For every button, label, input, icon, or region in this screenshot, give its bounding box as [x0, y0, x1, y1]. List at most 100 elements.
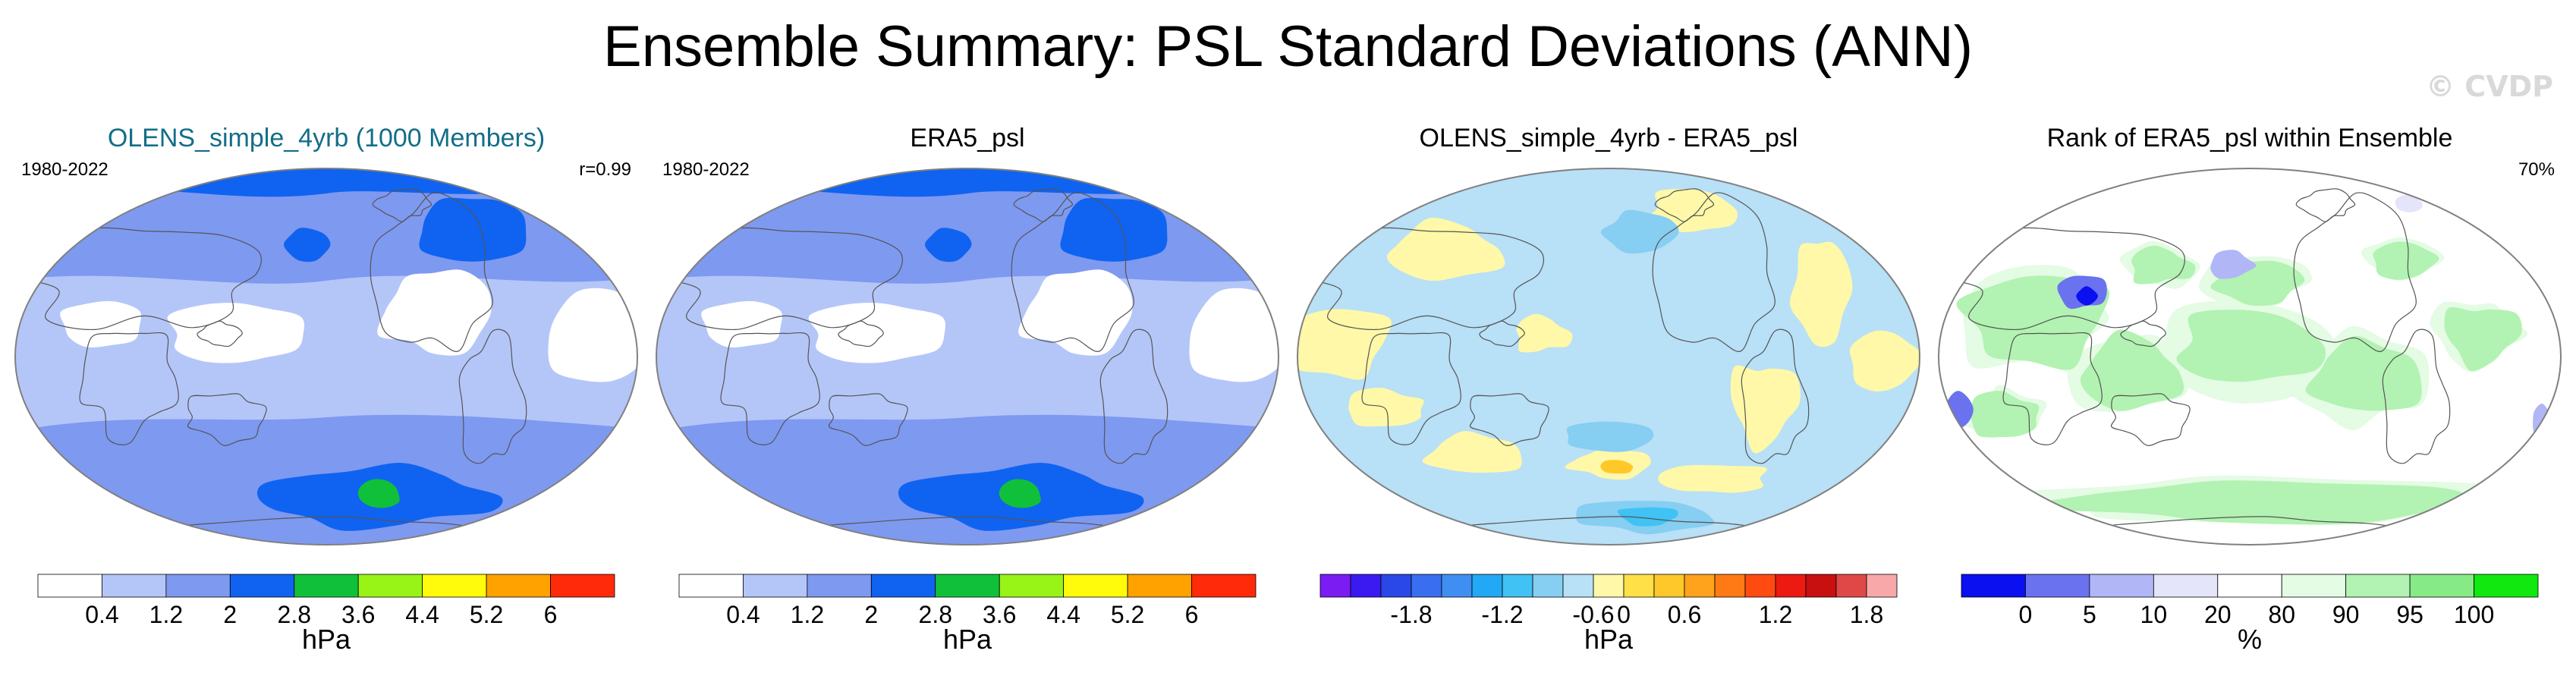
colorbar-swatch-1 — [102, 574, 167, 598]
shade-positive-3 — [1789, 241, 1853, 347]
shade-0-0-4-tropics-a — [808, 303, 946, 363]
continent-outline-1 — [1099, 329, 1168, 464]
panel-era5: ERA5_psl 1980-2022 0.4 1.2 2 2.8 3.6 4.4 5.2 6 … — [649, 0, 1286, 676]
colorbar-swatch-5 — [1471, 574, 1503, 598]
colorbar-swatch-0 — [678, 574, 744, 598]
colorbar-tick-label: 2.8 — [919, 601, 952, 628]
shade-negative-pacific — [1566, 421, 1654, 452]
map-border — [656, 168, 1279, 546]
shade-positive-10 — [1658, 465, 1768, 493]
colorbar-swatch-2 — [807, 574, 872, 598]
colorbar-tick-label: 5.2 — [1111, 601, 1144, 628]
panel-difference: OLENS_simple_4yrb - ERA5_psl -1.8 -1.2 -0.… — [1290, 0, 1927, 676]
colorbar-era5: 0.4 1.2 2 2.8 3.6 4.4 5.2 6 — [678, 574, 1257, 628]
colorbar-unit: hPa — [301, 624, 351, 655]
continent-outline-0 — [2293, 192, 2417, 352]
colorbar-swatch-15 — [1775, 574, 1807, 598]
colorbar-tick-label: 5 — [2083, 601, 2096, 628]
shade-0-0-4-tropics-c — [548, 288, 637, 382]
shade-2-8-3-6-amundsen — [357, 479, 400, 508]
panel-title: OLENS_simple_4yrb - ERA5_psl — [1419, 124, 1798, 152]
continent-outline-1 — [2382, 329, 2451, 464]
colorbar-tick-label: 6 — [1185, 601, 1199, 628]
colorbar-swatch-2 — [2089, 574, 2154, 598]
shade-90-95-1 — [2080, 329, 2184, 411]
colorbar-tick-label: 2 — [223, 601, 237, 628]
colorbar-tick-label: 4.4 — [405, 601, 439, 628]
shade-2-2-8-arctic — [740, 168, 1195, 197]
map-fill-layer — [656, 168, 1279, 545]
colorbar-swatch-12 — [1684, 574, 1716, 598]
shade-positive-7 — [1516, 313, 1573, 353]
colorbar-swatch-1 — [2025, 574, 2090, 598]
colorbar-tick-label: -1.2 — [1481, 601, 1523, 628]
colorbar-swatch-3 — [2153, 574, 2219, 598]
cvdp-watermark: © CVDP — [2426, 70, 2553, 103]
colorbar-swatch-0 — [1319, 574, 1351, 598]
map-difference — [1297, 168, 1920, 546]
colorbar-olens: 0.4 1.2 2 2.8 3.6 4.4 5.2 6 — [37, 574, 615, 628]
shade-positive-0 — [1297, 309, 1392, 380]
colorbar-swatch-0 — [1961, 574, 2026, 598]
shade-2-2-8-icelandic — [1060, 197, 1168, 262]
continent-outline-5 — [2295, 188, 2356, 222]
map-fill-layer — [1297, 168, 1920, 545]
shade-2-2-8-arctic — [99, 168, 554, 197]
continent-outline-4 — [828, 393, 908, 446]
colorbar-swatch-13 — [1714, 574, 1746, 598]
shade-0-0-4-tropics-b — [1018, 269, 1133, 356]
continent-outline-1 — [1741, 329, 1810, 464]
colorbar-difference: -1.8 -1.2 -0.6 0 0.6 1.2 1.8 — [1319, 574, 1898, 628]
colorbar-swatch-4 — [294, 574, 359, 598]
continent-outline-1 — [458, 329, 527, 464]
colorbar-swatch-6 — [422, 574, 487, 598]
colorbar-tick-label: 10 — [2140, 601, 2168, 628]
shade-90-95-5 — [2022, 480, 2471, 525]
continent-outline-2 — [1297, 227, 1544, 331]
shade-0-0-4-tropics-d — [701, 300, 783, 347]
coastlines — [15, 188, 545, 545]
colorbar-tick-label: 90 — [2332, 601, 2360, 628]
shade-2-2-8-icelandic — [419, 197, 527, 262]
continent-outline-0 — [370, 192, 493, 352]
shade-positive-8 — [1849, 330, 1920, 392]
colorbar-unit: hPa — [942, 624, 992, 655]
colorbar-tick-label: 0.6 — [1668, 601, 1701, 628]
continent-outline-3 — [1361, 332, 1461, 445]
continent-outline-4 — [2110, 393, 2191, 446]
continent-outline-3 — [720, 332, 820, 445]
shade-positive-9 — [1348, 387, 1424, 427]
colorbar-tick-label: 0 — [1617, 601, 1631, 628]
map-border — [1297, 168, 1920, 546]
colorbar-tick-label: 4.4 — [1046, 601, 1080, 628]
colorbar-rank: 0 5 10 20 80 90 95 100 — [1961, 574, 2539, 628]
continent-outline-2 — [1939, 227, 2185, 331]
shade-negative-southern-core — [1617, 507, 1678, 527]
continent-outline-5 — [1654, 188, 1715, 222]
continent-outline-3 — [2002, 332, 2103, 445]
colorbar-swatch-18 — [1866, 574, 1898, 598]
main-title: Ensemble Summary: PSL Standard Deviation… — [603, 14, 1973, 79]
map-rank — [1938, 168, 2562, 546]
colorbar-swatch-7 — [1532, 574, 1564, 598]
continent-outline-5 — [372, 188, 432, 222]
colorbar-swatch-11 — [1653, 574, 1685, 598]
coastlines — [1297, 188, 1827, 545]
colorbar-swatch-3 — [870, 574, 936, 598]
colorbar-swatch-6 — [1063, 574, 1128, 598]
colorbar-swatch-1 — [1350, 574, 1382, 598]
panel-title: ERA5_psl — [910, 124, 1025, 152]
continent-outline-7 — [838, 320, 884, 347]
colorbar-swatch-3 — [229, 574, 295, 598]
colorbar-tick-label: 3.6 — [341, 601, 375, 628]
shade-0-5-north-pacific — [2076, 286, 2098, 306]
panel-rank: Rank of ERA5_psl within Ensemble 70% 0 5 1… — [1931, 0, 2568, 676]
colorbar-tick-label: 1.2 — [149, 601, 183, 628]
colorbar-tick-label: 3.6 — [983, 601, 1016, 628]
colorbar-swatch-4 — [2217, 574, 2282, 598]
colorbar-tick-label: 5.2 — [470, 601, 503, 628]
period-label: 1980-2022 — [662, 159, 750, 180]
shade-2-2-8-aleutian — [924, 228, 972, 263]
colorbar-swatch-8 — [1191, 574, 1257, 598]
continent-outline-7 — [2120, 320, 2166, 347]
